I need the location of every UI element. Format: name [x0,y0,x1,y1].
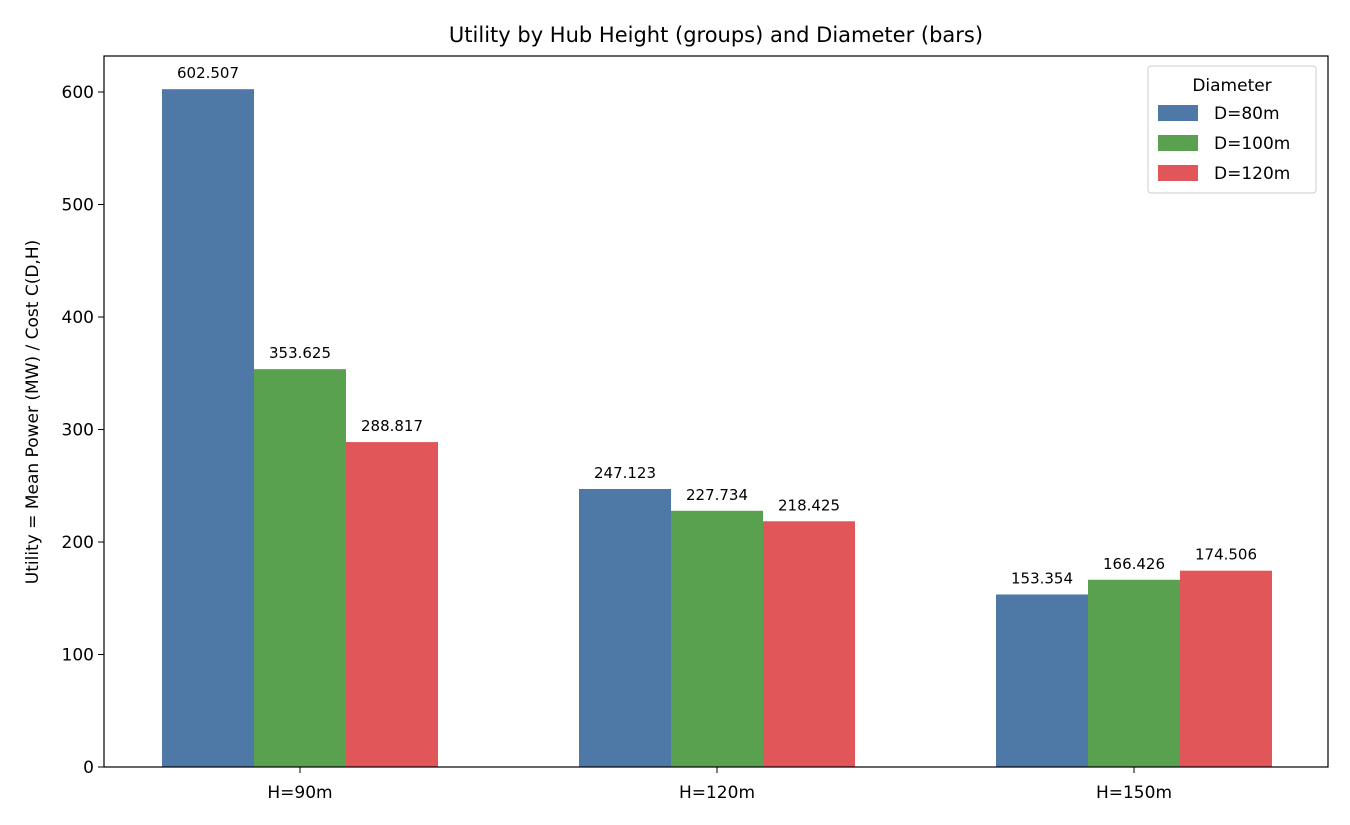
chart-title: Utility by Hub Height (groups) and Diame… [449,23,983,47]
y-axis-label: Utility = Mean Power (MW) / Cost C(D,H) [23,240,43,584]
data-label: 288.817 [361,417,423,435]
bar [346,442,438,767]
bar [763,521,855,767]
bar [996,594,1088,767]
legend-swatch [1158,105,1198,121]
legend-title: Diameter [1192,76,1271,96]
y-tick-label: 0 [83,758,94,778]
y-tick-label: 600 [62,83,94,103]
data-label: 218.425 [778,496,840,514]
x-tick-label: H=120m [679,783,755,803]
plot-area: 0 100 200 300 400 500 600 H=90m 602.507 353.625 28… [62,64,1272,803]
data-label: 153.354 [1011,569,1073,587]
legend-entry: D=120m [1214,164,1290,184]
x-tick-label: H=150m [1096,783,1172,803]
data-label: 227.734 [686,486,748,504]
y-tick-label: 200 [62,533,94,553]
bar [671,510,763,767]
y-tick-label: 100 [62,646,94,666]
data-label: 174.506 [1195,546,1257,564]
bar [1180,570,1272,767]
bar [162,89,254,767]
legend-entry: D=80m [1214,104,1280,124]
y-tick-label: 300 [62,421,94,441]
legend-swatch [1158,135,1198,151]
data-label: 166.426 [1103,555,1165,573]
data-label: 247.123 [594,464,656,482]
legend-box [1147,65,1317,194]
plot-frame [103,55,1329,768]
data-label: 602.507 [177,64,239,82]
bar [1088,579,1180,767]
legend: Diameter D=80m D=100m D=120m [1147,65,1317,194]
x-tick-label: H=90m [267,783,332,803]
y-tick-label: 400 [62,308,94,328]
bar [254,369,346,767]
y-tick-label: 500 [62,196,94,216]
legend-entry: D=100m [1214,134,1290,154]
legend-swatch [1158,165,1198,181]
bar [579,488,671,767]
data-label: 353.625 [269,344,331,362]
